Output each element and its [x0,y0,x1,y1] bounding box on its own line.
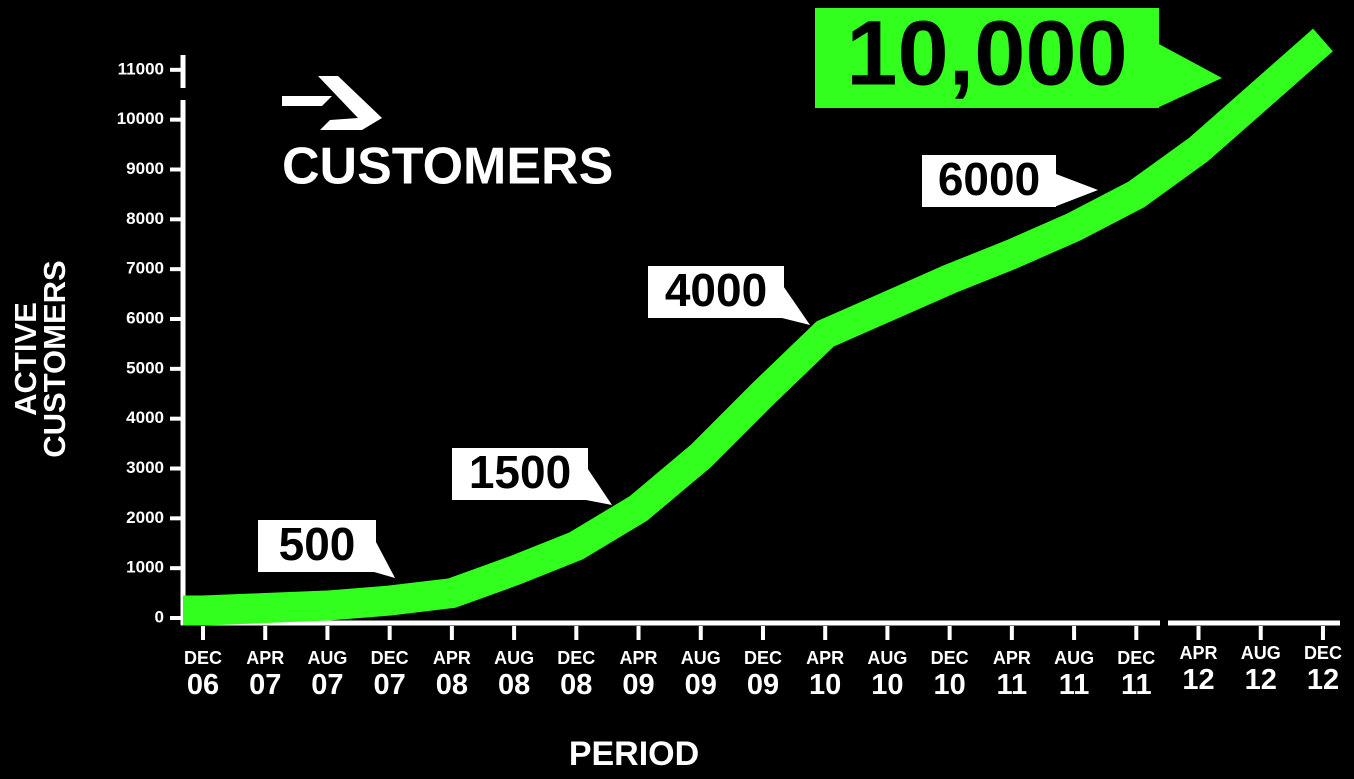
x-tick-label: APR 07 [246,648,285,701]
y-tick-label: 7000 [126,259,164,278]
callout-box [258,520,376,572]
y-axis-label: ACTIVE CUSTOMERS [8,260,72,458]
callout-label: 500 [279,518,356,570]
x-tick-label: AUG 09 [680,648,721,701]
y-tick-label: 0 [155,607,164,626]
y-tick-label: 9000 [126,159,164,178]
callout-pointer [782,284,810,325]
callout-box [815,8,1159,108]
x-tick-label: APR 11 [992,648,1031,701]
x-tick-label: APR 10 [806,648,845,701]
callout: 10,000 [815,2,1222,108]
axes [180,55,1340,626]
callout-label: 1500 [469,446,571,498]
x-tick-label: AUG 08 [494,648,535,701]
callout-pointer [1157,43,1222,108]
y-tick-label: 1000 [126,558,164,577]
callout-label: 4000 [665,264,767,316]
x-tick-label: DEC 12 [1303,643,1342,696]
x-tick-label: DEC 07 [370,648,409,701]
x-tick-label: AUG 11 [1054,648,1095,701]
callout-box [452,448,588,500]
chart-title: CUSTOMERS [282,138,613,196]
callout: 500 [258,518,395,578]
callout-box [648,266,784,318]
x-tick-label: APR 12 [1179,643,1218,696]
y-tick-label: 6000 [126,308,164,327]
x-tick-label: APR 08 [432,648,471,701]
callout-pointer [1054,173,1098,207]
callout: 1500 [452,446,612,505]
x-tick-label: DEC 06 [183,648,222,701]
callout-label: 10,000 [846,2,1127,104]
callout: 4000 [648,264,810,325]
x-tick-label: DEC 08 [557,648,596,701]
x-tick-label: AUG 07 [307,648,348,701]
x-tick-label: APR 09 [619,648,658,701]
y-tick-label: 11000 [118,59,164,78]
callout-label: 6000 [938,153,1040,205]
y-tick-label: 2000 [126,508,164,527]
y-tick-label: 10000 [117,109,164,128]
callout-pointer [586,466,612,505]
callout-pointer [374,538,395,578]
y-tick-label: 8000 [126,209,164,228]
callout-box [922,155,1056,207]
y-tick-label: 4000 [126,408,164,427]
x-axis-label: PERIOD [568,735,700,773]
x-tick-label: AUG 12 [1240,643,1281,696]
customer-line [183,28,1333,626]
y-tick-label: 5000 [126,358,164,377]
x-tick-label: DEC 09 [743,648,782,701]
x-tick-label: DEC 11 [1117,648,1156,701]
y-tick-label: 3000 [126,458,164,477]
callout: 6000 [922,153,1098,207]
x-tick-label: AUG 10 [867,648,908,701]
title-icon [282,76,382,130]
x-tick-label: DEC 10 [930,648,969,701]
